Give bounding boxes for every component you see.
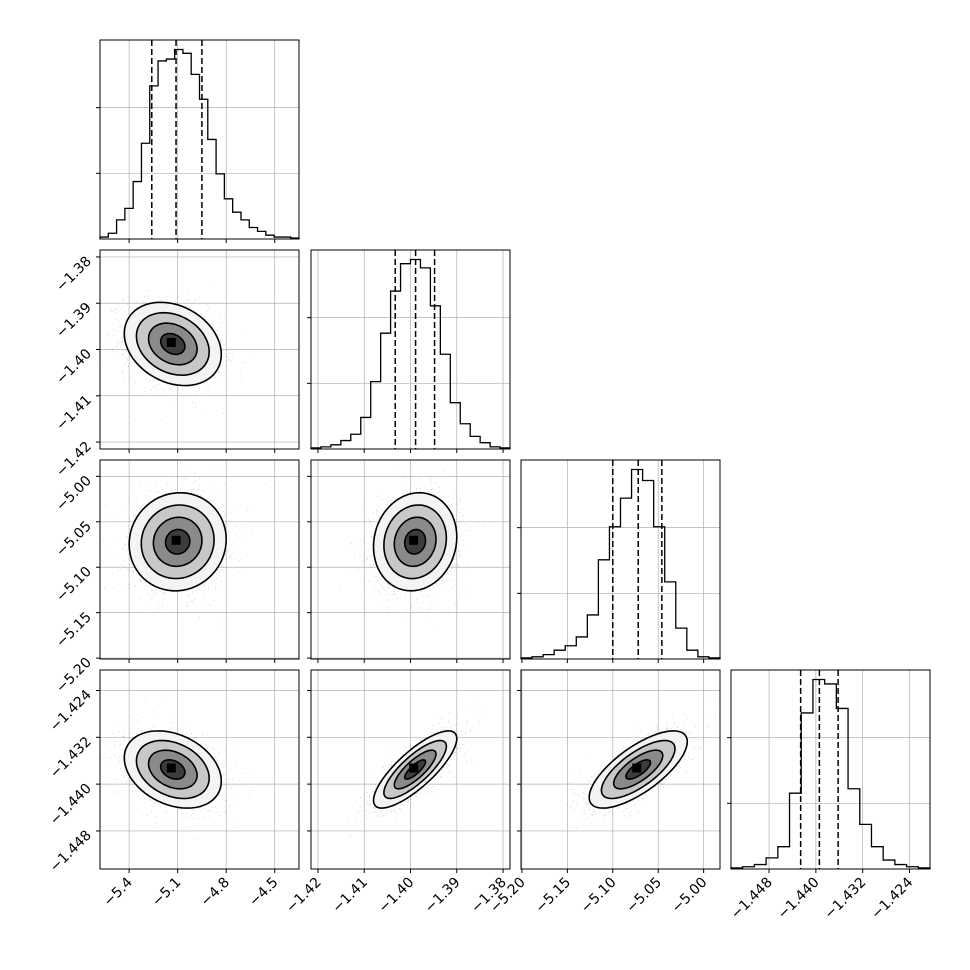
histogram-frame-p2 — [310, 249, 511, 450]
histogram-bars-p2 — [310, 258, 511, 449]
histogram-frame-p3 — [520, 459, 721, 660]
density-peak — [166, 763, 176, 773]
histogram-panel-p3 — [517, 460, 721, 663]
y-tick-label-p2: −1.41 — [53, 392, 95, 434]
x-tick-label-p4: −1.440 — [775, 875, 823, 923]
y-tick-label-p3: −5.10 — [53, 564, 95, 606]
panel-content — [100, 460, 299, 659]
x-tick-label-p2: −1.39 — [422, 875, 464, 917]
y-tick-label-p3: −5.00 — [53, 473, 95, 515]
density-peak — [632, 763, 642, 773]
panel-content — [311, 670, 510, 869]
x-tick-label-p3: −5.05 — [623, 875, 665, 917]
panel-content — [100, 670, 299, 869]
x-tick-label-p3: −5.10 — [578, 875, 620, 917]
histogram-bars-p3 — [520, 468, 721, 659]
histogram-frame-p1 — [99, 39, 300, 240]
x-tick-label-p1: −5.4 — [101, 874, 136, 909]
y-tick-label-p2: −1.40 — [53, 346, 95, 388]
density-peak — [409, 535, 419, 545]
scatter-frame-p1-p2 — [99, 249, 300, 450]
x-tick-label-p1: −4.5 — [246, 875, 281, 910]
scatter-panel-p3-p4 — [517, 670, 720, 873]
y-tick-label-p2: −1.39 — [53, 300, 95, 342]
y-tick-label-p3: −5.15 — [53, 609, 95, 651]
scatter-panel-p2-p4 — [307, 670, 510, 873]
x-tick-label-p1: −4.8 — [198, 875, 233, 910]
histogram-panel-p4 — [727, 670, 931, 873]
x-tick-label-p4: −1.448 — [728, 875, 776, 923]
histogram-bars-p4 — [730, 678, 931, 869]
scatter-points — [339, 460, 484, 626]
x-tick-label-p3: −5.15 — [533, 875, 575, 917]
y-tick-label-p4: −1.424 — [47, 687, 95, 735]
panel-content — [311, 460, 510, 659]
histogram-panel-p1 — [96, 40, 300, 243]
density-peak — [409, 763, 419, 773]
scatter-panel-p2-p3 — [307, 460, 510, 663]
y-tick-label-p3: −5.05 — [53, 518, 95, 560]
scatter-panel-p1-p3 — [96, 460, 299, 663]
panel-content — [100, 250, 299, 449]
x-tick-label-p2: −1.41 — [329, 875, 371, 917]
density-peak — [166, 337, 176, 347]
scatter-panel-p1-p4 — [96, 670, 299, 873]
histogram-bars-p1 — [99, 48, 300, 239]
x-tick-label-p2: −1.42 — [283, 875, 325, 917]
x-tick-label-p4: −1.424 — [868, 874, 916, 922]
y-tick-label-p4: −1.432 — [47, 734, 95, 782]
y-tick-label-p4: −1.448 — [47, 827, 95, 875]
x-tick-label-p3: −5.00 — [669, 875, 711, 917]
x-tick-label-p4: −1.432 — [822, 875, 870, 923]
histogram-frame-p4 — [730, 669, 931, 870]
scatter-panel-p1-p2 — [96, 250, 299, 453]
scatter-frame-p1-p4 — [99, 669, 300, 870]
y-tick-label-p2: −1.38 — [53, 253, 95, 295]
y-tick-label-p3: −5.20 — [53, 655, 95, 697]
density-peak — [171, 535, 181, 545]
scatter-frame-p3-p4 — [520, 669, 721, 870]
panel-content — [521, 670, 720, 869]
y-tick-label-p4: −1.440 — [47, 781, 95, 829]
scatter-frame-p2-p4 — [310, 669, 511, 870]
scatter-frame-p2-p3 — [310, 459, 511, 660]
x-tick-label-p2: −1.40 — [376, 875, 418, 917]
y-tick-label-p2: −1.42 — [53, 439, 95, 481]
scatter-frame-p1-p3 — [99, 459, 300, 660]
histogram-panel-p2 — [307, 250, 511, 453]
x-tick-label-p1: −5.1 — [149, 875, 184, 910]
